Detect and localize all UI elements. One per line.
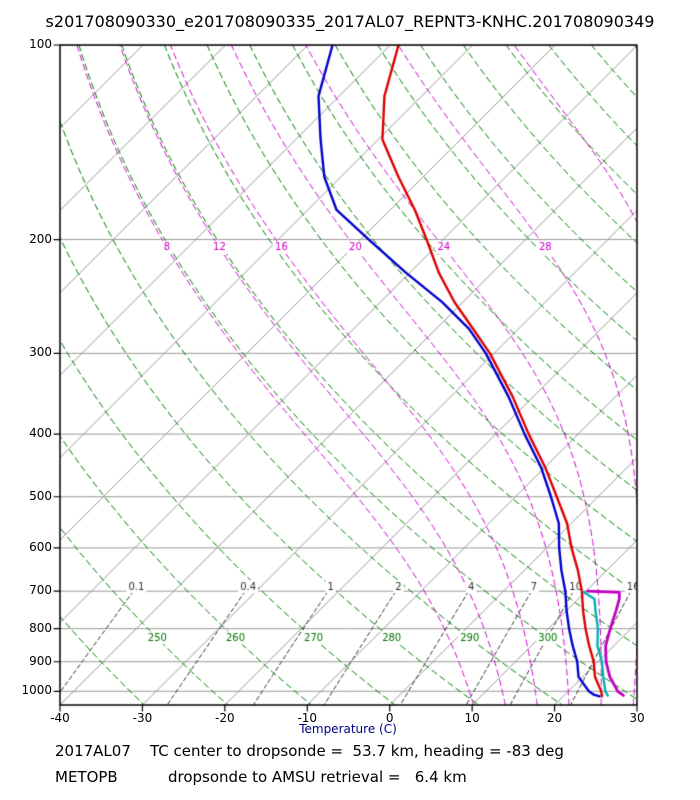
x-axis-label: Temperature (C) (299, 722, 397, 736)
satellite-id: METOPB (55, 768, 118, 786)
footer-line-1: 2017AL07 TC center to dropsonde = 53.7 k… (55, 742, 564, 760)
retrieval-distance-text: dropsonde to AMSU retrieval = 6.4 km (168, 768, 467, 786)
footer-line-2: METOPB dropsonde to AMSU retrieval = 6.4… (55, 768, 467, 786)
tc-center-distance-text: TC center to dropsonde = 53.7 km, headin… (150, 742, 564, 760)
storm-id: 2017AL07 (55, 742, 131, 760)
